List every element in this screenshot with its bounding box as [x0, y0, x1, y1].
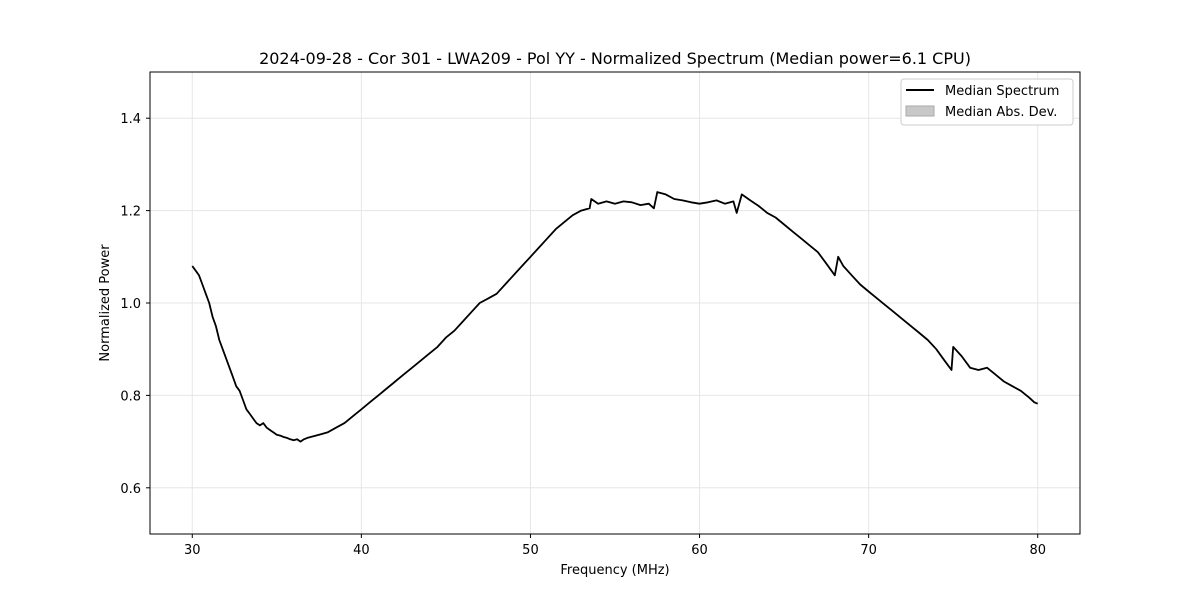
y-tick-label: 0.6 — [120, 482, 141, 497]
legend-patch-swatch — [905, 105, 935, 117]
legend-entry-median-spectrum: Median Spectrum — [945, 84, 1059, 99]
tick-layer: 30 40 50 60 70 80 0.6 0.8 1.0 1.2 1.4 — [120, 112, 1046, 558]
y-tick-label: 1.0 — [120, 297, 141, 312]
y-tick-label: 1.2 — [120, 205, 141, 220]
series-layer — [191, 191, 1039, 443]
x-tick-label: 30 — [184, 543, 201, 558]
x-tick-label: 50 — [522, 543, 539, 558]
legend-entry-median-abs-dev: Median Abs. Dev. — [945, 105, 1057, 120]
y-tick-label: 1.4 — [120, 112, 141, 127]
y-axis-label: Normalized Power — [98, 244, 113, 362]
legend: Median Spectrum Median Abs. Dev. — [900, 78, 1074, 126]
median-spectrum-line — [191, 191, 1039, 443]
x-tick-label: 80 — [1029, 543, 1046, 558]
x-axis-label: Frequency (MHz) — [560, 563, 669, 578]
x-tick-label: 40 — [353, 543, 370, 558]
legend-frame — [900, 78, 1074, 126]
x-tick-label: 70 — [860, 543, 877, 558]
x-tick-label: 60 — [691, 543, 708, 558]
chart-title: 2024-09-28 - Cor 301 - LWA209 - Pol YY -… — [259, 49, 971, 68]
y-tick-label: 0.8 — [120, 389, 141, 404]
